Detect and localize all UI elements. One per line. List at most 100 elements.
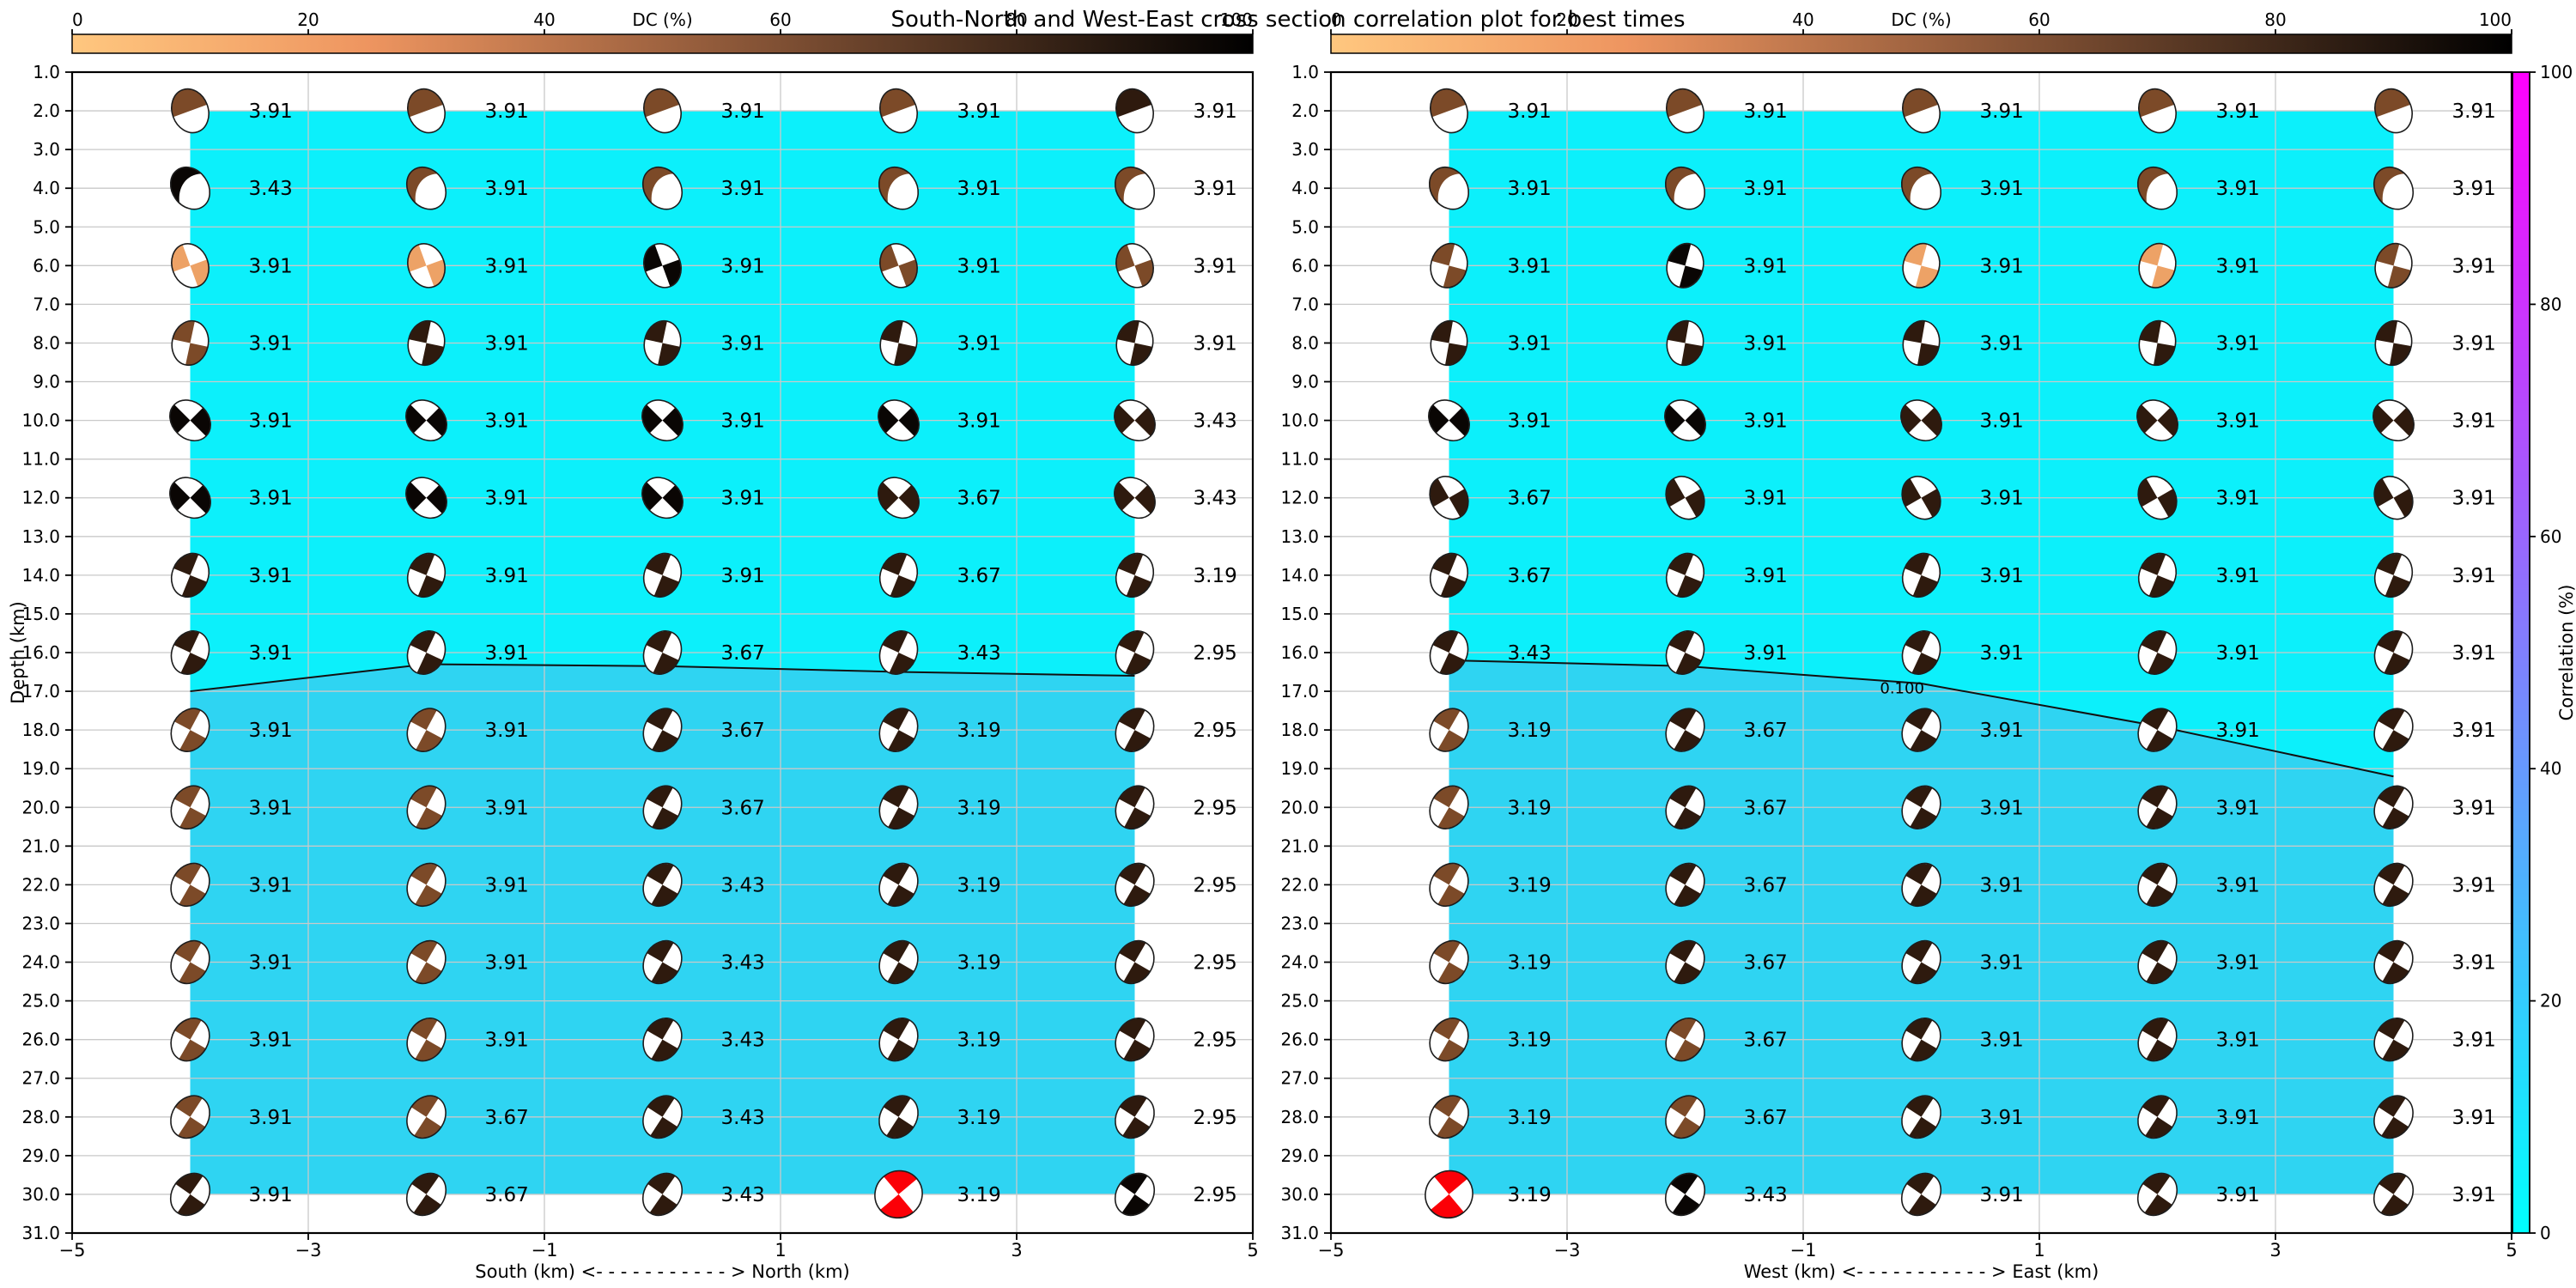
beachball (406, 630, 447, 675)
x-tick-label: 3 (1011, 1240, 1022, 1261)
beachball (1429, 552, 1469, 598)
beachball-quadrants (2377, 631, 2410, 674)
correlation-value: 3.91 (957, 178, 1001, 200)
beachball (2137, 552, 2178, 598)
beachball-outline (2138, 88, 2177, 134)
depth-tick-label: 21.0 (1280, 835, 1319, 856)
correlation-value: 3.91 (485, 410, 529, 433)
correlation-value: 3.43 (721, 952, 765, 975)
beachball-quadrants (2374, 478, 2413, 517)
depth-tick-label: 27.0 (1280, 1068, 1319, 1089)
beachball-outline (405, 166, 447, 210)
beachball-outline (2373, 708, 2414, 752)
dc-tick-label: 80 (2264, 9, 2286, 30)
correlation-value: 3.19 (1508, 952, 1552, 975)
beachball-quadrants (173, 631, 207, 674)
x-tick-label: −1 (532, 1240, 558, 1261)
beachball (1902, 88, 1941, 134)
beachball-outline (879, 88, 918, 134)
beachball-outline (641, 477, 683, 519)
beachball-outline (170, 708, 210, 752)
beachball (2372, 1172, 2415, 1217)
correlation-tick-label: 40 (2540, 758, 2561, 779)
beachball-quadrants (880, 89, 915, 118)
beachball (2373, 1095, 2414, 1139)
contour-line (1449, 659, 2394, 778)
beachball (169, 1172, 211, 1217)
beachball-quadrants (2141, 554, 2174, 597)
beachball (1429, 1018, 1469, 1062)
beachball (1901, 1018, 1941, 1062)
beachball (170, 708, 210, 752)
beachball (1430, 88, 1468, 134)
dc-tick-label: 0 (1331, 9, 1342, 30)
beachball-outline (2137, 1018, 2178, 1062)
correlation-value: 3.19 (1508, 1107, 1552, 1129)
beachball (169, 399, 211, 442)
beachball-outline (407, 243, 446, 289)
correlation-value: 3.91 (1980, 488, 2024, 510)
beachball-outline (2137, 785, 2178, 829)
beachball-outline (1665, 862, 1705, 908)
beachball-quadrants (881, 321, 916, 365)
correlation-value: 3.91 (1980, 1184, 2024, 1206)
depth-tick-label: 20.0 (21, 797, 60, 817)
correlation-colorbar-label: Correlation (%) (2556, 585, 2576, 721)
beachball (1429, 476, 1469, 520)
beachball-outline (1430, 319, 1468, 367)
dc-tick-label: 60 (2028, 9, 2050, 30)
beachball-quadrants (2140, 321, 2175, 365)
beachball-outline (406, 552, 447, 598)
correlation-value: 3.91 (2216, 255, 2260, 277)
correlation-value: 3.91 (1744, 100, 1788, 123)
beachball-outline (878, 166, 920, 210)
correlation-value: 3.91 (1980, 797, 2024, 819)
beachball (1114, 166, 1156, 210)
correlation-value: 3.91 (2216, 952, 2260, 975)
beachball-quadrants (1668, 321, 1703, 365)
beachball-quadrants (1115, 404, 1155, 436)
beachball-outline (1664, 399, 1706, 442)
correlation-value: 3.91 (2452, 565, 2496, 587)
correlation-value: 3.91 (1744, 642, 1788, 665)
correlation-value: 3.91 (2452, 178, 2496, 200)
correlation-value: 3.91 (1980, 1030, 2024, 1052)
depth-tick-label: 3.0 (33, 139, 60, 160)
correlation-value: 3.67 (1744, 874, 1788, 896)
beachball-quadrants (1116, 89, 1151, 118)
beachball-outline (406, 862, 447, 908)
beachball-outline (2137, 630, 2178, 675)
beachball-quadrants (1119, 786, 1151, 829)
correlation-value: 3.91 (2216, 797, 2260, 819)
x-tick-label: 1 (775, 1240, 786, 1261)
correlation-value: 3.91 (485, 952, 529, 975)
beachball-outline (1429, 785, 1469, 829)
beachball-outline (1901, 785, 1941, 829)
beachball (1665, 552, 1705, 598)
depth-tick-label: 15.0 (1280, 604, 1319, 624)
x-tick-label: −3 (295, 1240, 322, 1261)
beachball (2373, 1018, 2414, 1062)
beachball-outline (642, 939, 683, 985)
beachball-outline (2137, 476, 2178, 520)
correlation-value: 3.91 (721, 100, 765, 123)
correlation-value: 3.19 (1508, 720, 1552, 742)
beachball-outline (1901, 708, 1941, 752)
beachball-quadrants (1117, 321, 1152, 365)
beachball (642, 939, 683, 985)
beachball-outline (169, 399, 211, 442)
depth-tick-label: 11.0 (21, 449, 60, 470)
beachball-outline (1901, 630, 1941, 675)
beachball-outline (1902, 88, 1941, 134)
beachball (1901, 476, 1941, 520)
correlation-value: 3.91 (1980, 332, 2024, 355)
depth-tick-label: 19.0 (21, 758, 60, 779)
depth-tick-label: 7.0 (33, 294, 60, 314)
beachball (1115, 88, 1154, 134)
beachball (1666, 242, 1704, 289)
correlation-value: 3.91 (2216, 100, 2260, 123)
depth-tick-label: 30.0 (21, 1184, 60, 1205)
beachball-quadrants (2376, 244, 2411, 288)
beachball-quadrants (2138, 167, 2168, 204)
x-tick-label: 5 (1247, 1240, 1258, 1261)
